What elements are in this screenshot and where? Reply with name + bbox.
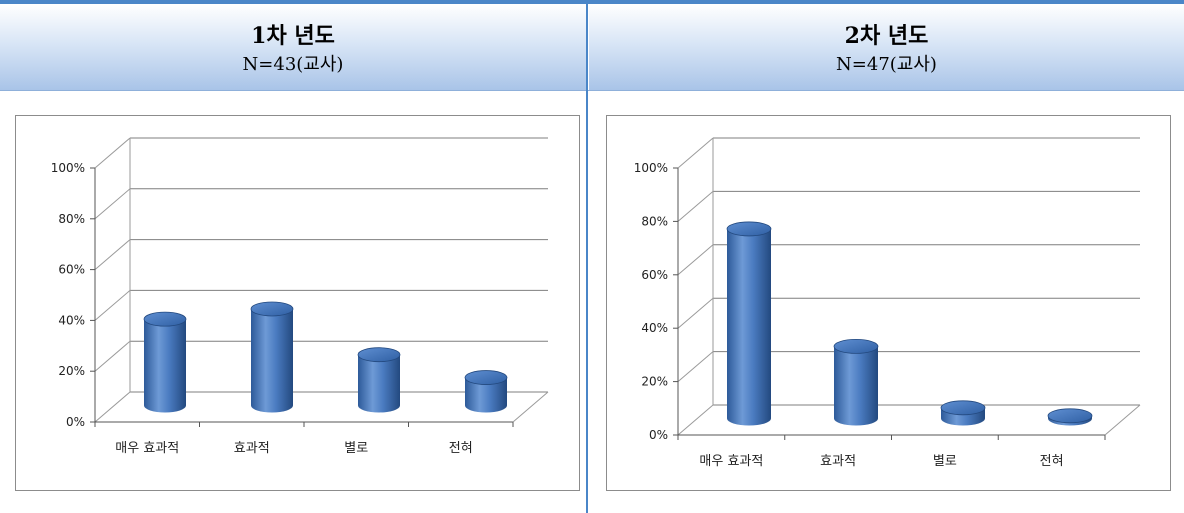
y-tick-label: 100% — [634, 161, 668, 175]
top-border — [0, 0, 1184, 4]
panel-title: 2차 년도 — [844, 23, 929, 49]
x-tick-label: 별로 — [933, 454, 957, 469]
gridline-side — [677, 191, 714, 222]
y-tick-label: 20% — [58, 364, 85, 378]
y-tick-label: 80% — [641, 214, 668, 228]
bar — [834, 346, 878, 426]
bar-cap — [357, 347, 401, 363]
gridline-side — [677, 137, 714, 169]
gridline-side — [677, 244, 714, 276]
y-tick-label: 0% — [649, 428, 668, 442]
bar — [727, 228, 771, 426]
y-tick-label: 0% — [66, 415, 85, 429]
chart-year1-frame — [15, 115, 580, 491]
chart-year2-frame — [606, 115, 1171, 491]
gridline-side — [94, 239, 131, 270]
header-year1: 1차 년도 N=43(교사) — [0, 4, 586, 90]
gridline-side — [94, 137, 131, 169]
x-tick-label: 효과적 — [820, 454, 856, 469]
panel-subtitle: N=43(교사) — [242, 54, 344, 75]
bar-cap — [464, 370, 508, 385]
gridline-side — [94, 188, 131, 220]
bar-cap — [940, 400, 986, 416]
gridline-side — [94, 340, 131, 372]
y-tick-label: 100% — [51, 161, 85, 175]
gridline-side — [677, 297, 714, 329]
column-divider — [586, 4, 588, 513]
x-tick-label: 매우 효과적 — [699, 454, 763, 469]
panel-title: 1차 년도 — [251, 23, 335, 49]
y-tick-label: 60% — [641, 268, 668, 282]
y-tick-label: 60% — [58, 263, 85, 277]
bar — [144, 319, 186, 413]
y-tick-label: 40% — [58, 313, 85, 327]
bar-cap — [143, 311, 187, 327]
x-tick-label: 매우 효과적 — [115, 441, 179, 456]
x-tick-label: 전혀 — [1040, 454, 1064, 469]
y-tick-label: 20% — [641, 375, 668, 389]
bar — [465, 377, 507, 413]
floor-edge — [1104, 404, 1141, 436]
header-separator — [0, 90, 1184, 91]
gridline-side — [677, 404, 714, 436]
x-tick-label: 전혀 — [449, 441, 473, 456]
gridline-side — [677, 351, 714, 382]
y-tick-label: 40% — [641, 321, 668, 335]
floor-edge — [512, 391, 549, 423]
header-year2: 2차 년도 N=47(교사) — [589, 4, 1184, 90]
bar-cap — [1047, 408, 1093, 424]
bar-cap — [726, 221, 772, 237]
chart-year1: 0% 20% 40% 60% 80% 100% 매우 효과적 효과적 별로 전혀 — [51, 137, 549, 456]
chart-year2: 0% 20% 40% 60% 80% 100% 매우 효과적 효과적 별로 전혀 — [634, 137, 1141, 469]
gridline-side — [94, 290, 131, 321]
gridline-side — [94, 391, 131, 423]
bar-cap — [250, 301, 294, 317]
x-tick-label: 별로 — [344, 441, 368, 456]
y-tick-label: 80% — [58, 212, 85, 226]
bar — [251, 308, 293, 413]
panel-subtitle: N=47(교사) — [836, 54, 937, 75]
bar-cap — [833, 339, 879, 354]
bar — [358, 354, 400, 413]
x-tick-label: 효과적 — [234, 441, 270, 456]
